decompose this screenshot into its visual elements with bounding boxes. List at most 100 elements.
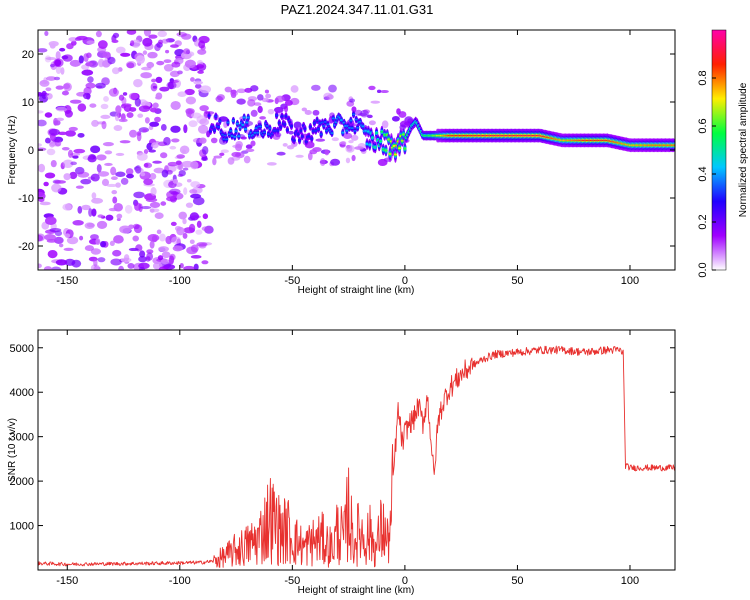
spectral-ridge-cell [315,119,319,122]
spectral-noise-blob [220,149,229,154]
x-tick-label: 100 [621,275,639,287]
spectral-noise-blob [184,88,195,96]
spectral-noise-blob [160,201,167,206]
spectral-noise-blob [79,235,84,241]
spectral-noise-blob [155,76,163,84]
spectral-ridge-cell [289,125,294,128]
spectral-ridge-cell [225,138,229,141]
spectral-noise-blob [63,173,71,181]
spectral-noise-blob [115,46,126,54]
spectral-noise-blob [38,234,44,242]
spectral-noise-blob [176,154,186,159]
spectral-noise-blob [396,108,401,115]
spectral-noise-blob [190,77,195,82]
spectral-noise-blob [350,134,359,141]
colorbar-tick-label: 0.6 [697,118,709,133]
colorbar-title: Normalized spectral amplitude [738,82,749,217]
spectral-ridge-cell [323,120,327,123]
x-tick-label: -100 [169,575,191,587]
spectral-noise-blob [115,152,125,156]
spectral-noise-blob [304,109,312,115]
spectral-noise-blob [319,158,326,167]
spectral-noise-blob [39,201,51,206]
spectral-noise-blob [38,163,46,173]
spectral-noise-blob [113,124,123,131]
spectral-noise-blob [140,172,146,177]
spectral-noise-blob [45,137,51,144]
spectral-noise-blob [189,189,198,194]
spectral-ridge-cell [245,121,249,124]
spectral-ridge-cell [299,129,303,132]
spectral-ridge-cell [388,153,392,155]
spectral-noise-blob [202,146,209,155]
spectral-noise-blob [59,47,66,52]
spectral-noise-blob [193,263,199,270]
spectral-noise-blob [81,204,91,211]
spectral-ridge-cell [330,132,334,135]
spectral-noise-blob [77,103,87,112]
spectral-noise-blob [160,152,168,159]
spectral-noise-blob [61,146,70,151]
spectral-noise-blob [114,112,120,122]
spectral-noise-blob [370,100,381,104]
spectral-ridge-cell [297,139,302,142]
spectral-noise-blob [111,189,118,195]
spectral-ridge-cell [212,129,217,132]
spectral-noise-blob [145,256,151,262]
spectral-noise-blob [256,94,264,101]
spectral-noise-blob [282,143,288,147]
x-tick-label: 50 [511,575,523,587]
spectral-noise-blob [53,236,64,244]
spectral-noise-blob [172,245,183,252]
spectral-noise-blob [115,105,122,114]
spectral-noise-blob [348,140,354,144]
spectral-noise-blob [158,266,169,270]
spectral-noise-blob [342,132,353,139]
spectral-ridge-cell [220,133,225,136]
spectral-noise-blob [47,249,58,259]
spectral-noise-blob [118,118,128,123]
spectral-noise-blob [140,72,153,79]
spectral-noise-blob [259,116,266,120]
spectral-noise-blob [87,155,97,163]
spectral-noise-blob [160,258,170,265]
spectral-noise-blob [311,84,321,91]
spectral-ridge-cell [214,115,218,118]
spectral-noise-blob [275,132,282,138]
spectral-noise-blob [284,99,293,106]
spectral-noise-blob [44,30,49,37]
spectral-noise-blob [67,149,74,158]
spectral-noise-blob [38,197,45,203]
colorbar-tick-label: 0.4 [697,166,709,181]
spectral-noise-blob [126,112,134,118]
spectral-noise-blob [247,99,256,107]
spectral-noise-blob [57,131,68,136]
spectral-noise-blob [112,32,120,38]
spectral-noise-blob [194,83,202,89]
spectral-ridge-cell [370,136,375,139]
spectral-ridge-cell [216,126,221,128]
spectral-noise-blob [288,130,294,135]
spectrogram-ridge-layer [207,110,675,163]
spectral-noise-blob [50,159,57,168]
snr-x-axis-title: Height of straight line (km) [298,585,415,596]
spectral-ridge-cell [381,148,385,151]
spectral-noise-blob [91,119,99,127]
spectral-noise-blob [179,263,184,269]
spectral-noise-blob [106,183,118,188]
spectral-noise-blob [85,62,94,67]
spectral-noise-blob [49,228,62,233]
spectral-ridge-cell [387,138,391,141]
spectral-noise-blob [120,177,129,185]
spectral-ridge-cell [366,130,371,133]
spectral-noise-blob [202,213,209,220]
spectral-noise-blob [157,255,164,261]
spectral-noise-blob [346,145,353,152]
spectral-ridge-cell [277,122,281,124]
spectral-noise-blob [44,234,56,241]
spectral-noise-blob [165,235,173,245]
spectral-ridge-cell [354,118,358,121]
spectral-noise-blob [193,80,203,85]
snr-x-ticks: -150 -100 -50 0 50 100 [56,330,639,587]
